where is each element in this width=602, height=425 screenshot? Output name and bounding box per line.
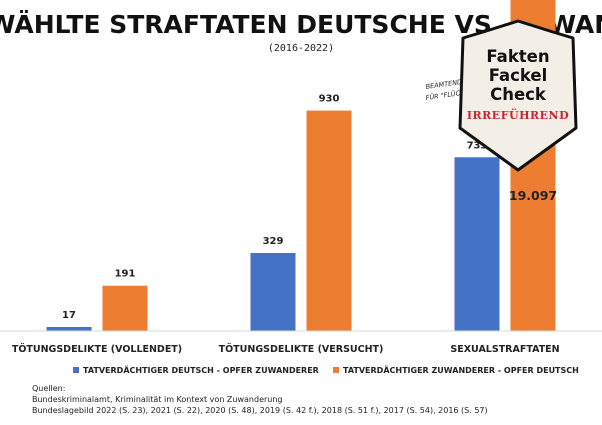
badge-line-check: Check bbox=[490, 85, 547, 104]
badge-line-fackel: Fackel bbox=[489, 66, 548, 85]
legend: TATVERDÄCHTIGER DEUTSCH - OPFER ZUWANDER… bbox=[73, 365, 579, 375]
chart-subtitle: (2016-2022) bbox=[268, 43, 334, 54]
data-label-deutsch-t-tungsdelikte-versucht: 329 bbox=[263, 236, 284, 247]
category-labels-group: TÖTUNGSDELIKTE (VOLLENDET) TÖTUNGSDELIKTE… bbox=[12, 344, 560, 355]
fact-check-badge: Fakten Fackel Check IRREFÜHREND bbox=[458, 19, 578, 172]
badge-rating: IRREFÜHREND bbox=[467, 108, 569, 122]
legend-swatch-zuwanderer bbox=[333, 367, 339, 373]
legend-label-deutsch: TATVERDÄCHTIGER DEUTSCH - OPFER ZUWANDER… bbox=[83, 365, 319, 375]
category-label-t-tungsdelikte-vollendet: TÖTUNGSDELIKTE (VOLLENDET) bbox=[12, 344, 182, 355]
bar-zuwanderer-t-tungsdelikte-versucht bbox=[306, 110, 352, 331]
data-label-deutsch-t-tungsdelikte-vollendet: 17 bbox=[62, 310, 76, 321]
data-labels-group: 17 191 329 930 733 19.097 bbox=[62, 94, 557, 321]
bar-deutsch-t-tungsdelikte-vollendet bbox=[46, 326, 92, 331]
sources-line-2: Bundeslagebild 2022 (S. 23), 2021 (S. 22… bbox=[32, 406, 488, 415]
sources-heading: Quellen: bbox=[32, 384, 66, 393]
data-label-zuwanderer-t-tungsdelikte-vollendet: 191 bbox=[115, 269, 136, 280]
sources-line-1: Bundeskriminalamt, Kriminalität im Konte… bbox=[32, 395, 283, 404]
sources: Quellen: Bundeskriminalamt, Kriminalität… bbox=[32, 383, 488, 416]
bar-zuwanderer-t-tungsdelikte-vollendet bbox=[102, 285, 148, 331]
data-label-deutsch-sexualstraftaten: 733 bbox=[467, 140, 488, 151]
badge-line-fakten: Fakten bbox=[486, 47, 549, 66]
legend-swatch-deutsch bbox=[73, 367, 79, 373]
bar-deutsch-sexualstraftaten bbox=[454, 157, 500, 331]
badge-shield-icon bbox=[458, 19, 578, 172]
category-label-sexualstraftaten: SEXUALSTRAFTATEN bbox=[450, 344, 559, 355]
data-label-zuwanderer-sexualstraftaten: 19.097 bbox=[509, 188, 557, 203]
category-label-t-tungsdelikte-versucht: TÖTUNGSDELIKTE (VERSUCHT) bbox=[219, 344, 384, 355]
bar-deutsch-t-tungsdelikte-versucht bbox=[250, 253, 296, 331]
legend-label-zuwanderer: TATVERDÄCHTIGER ZUWANDERER - OPFER DEUTS… bbox=[343, 365, 579, 375]
data-label-zuwanderer-t-tungsdelikte-versucht: 930 bbox=[319, 94, 340, 105]
